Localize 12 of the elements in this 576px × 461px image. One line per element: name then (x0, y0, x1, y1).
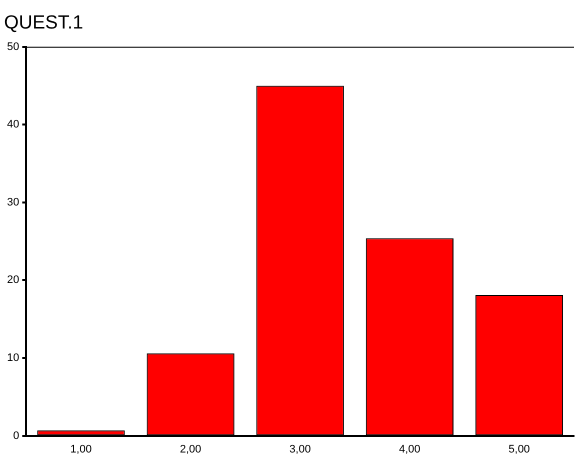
x-tick-label: 1,00 (70, 443, 92, 456)
y-tick-label: 30 (6, 196, 20, 208)
y-tick-label: 0 (13, 430, 20, 442)
x-tick-label: 2,00 (180, 443, 202, 456)
x-tick-label: 5,00 (508, 443, 530, 456)
y-tick-label: 40 (6, 118, 20, 131)
chart-title: QUEST.1 (4, 12, 84, 34)
y-tick-label: 50 (6, 40, 20, 53)
x-tick-label: 3,00 (289, 443, 311, 456)
x-tick-label: 4,00 (398, 443, 420, 456)
y-tick-label: 10 (6, 352, 20, 364)
y-tick-label: 20 (6, 274, 20, 286)
